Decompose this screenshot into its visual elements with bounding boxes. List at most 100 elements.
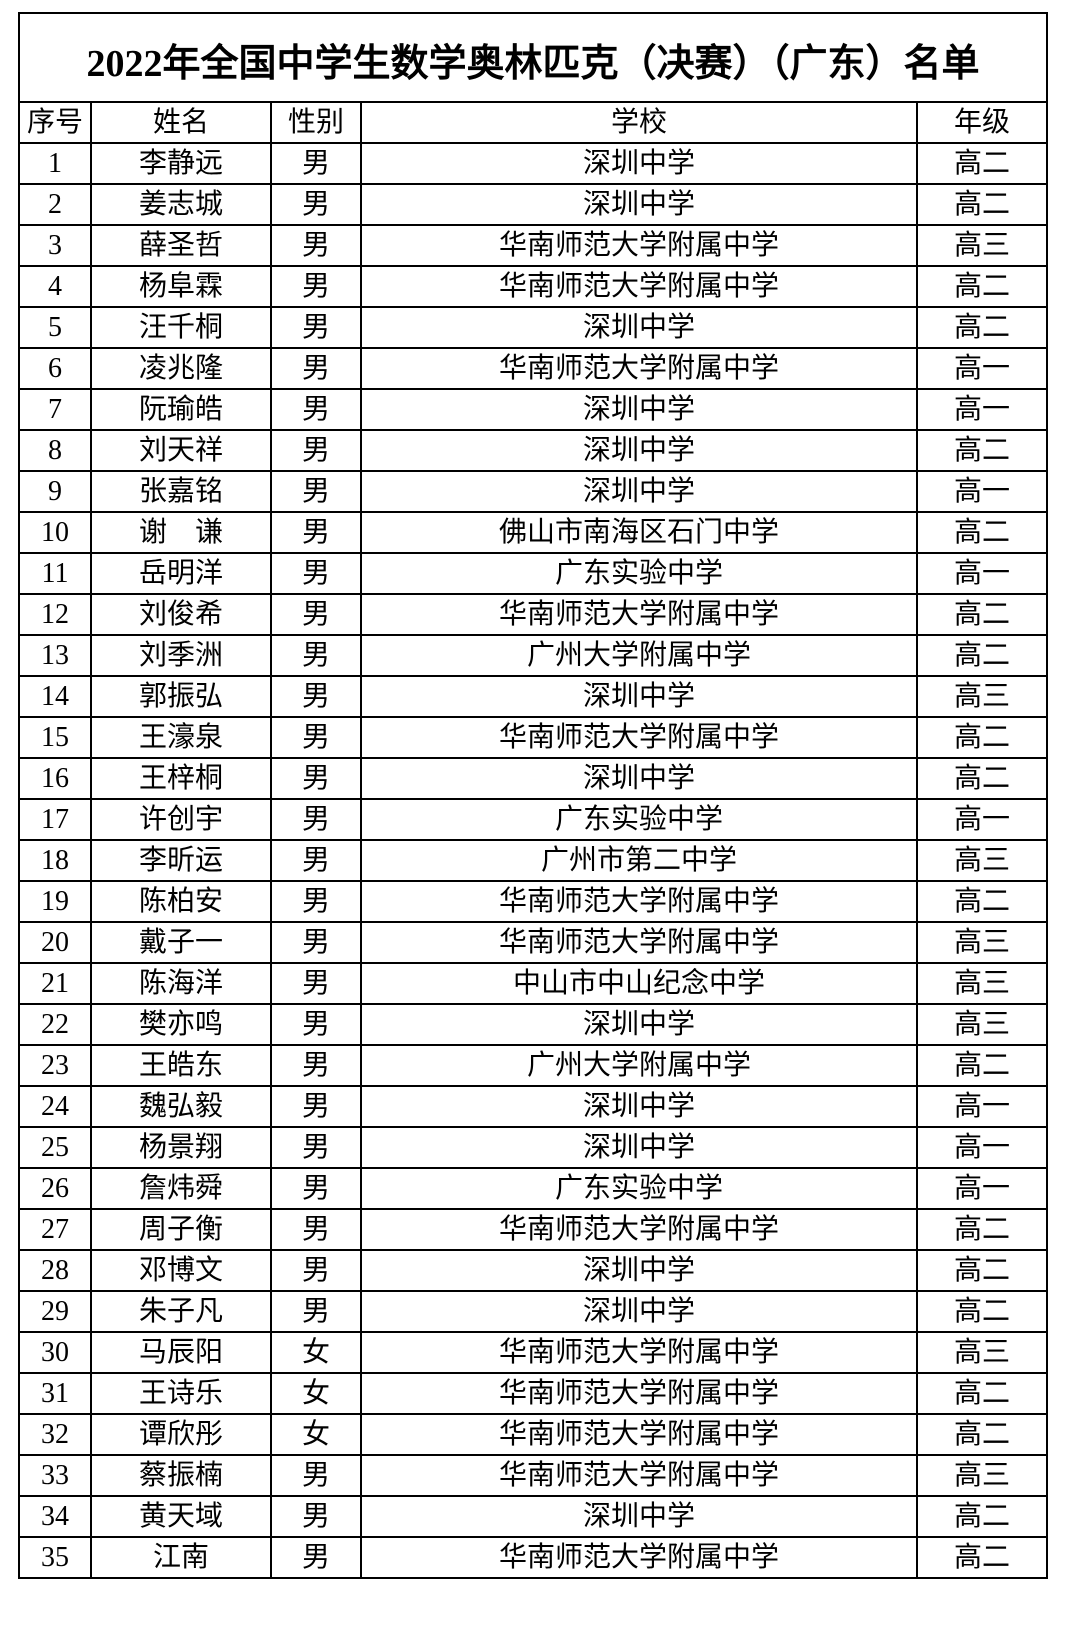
table-cell: 男: [271, 635, 361, 676]
table-cell: 刘季洲: [91, 635, 271, 676]
table-cell: 9: [19, 471, 91, 512]
table-row: 32谭欣彤女华南师范大学附属中学高二: [19, 1414, 1047, 1455]
table-row: 11岳明洋男广东实验中学高一: [19, 553, 1047, 594]
col-header-grade: 年级: [917, 102, 1047, 143]
table-row: 15王濠泉男华南师范大学附属中学高二: [19, 717, 1047, 758]
table-cell: 男: [271, 1004, 361, 1045]
table-cell: 高二: [917, 266, 1047, 307]
table-row: 20戴子一男华南师范大学附属中学高三: [19, 922, 1047, 963]
table-cell: 5: [19, 307, 91, 348]
table-cell: 华南师范大学附属中学: [361, 881, 917, 922]
table-cell: 深圳中学: [361, 1127, 917, 1168]
table-cell: 深圳中学: [361, 758, 917, 799]
table-row: 3薛圣哲男华南师范大学附属中学高三: [19, 225, 1047, 266]
table-cell: 谢 谦: [91, 512, 271, 553]
table-cell: 高三: [917, 1332, 1047, 1373]
table-cell: 男: [271, 1168, 361, 1209]
table-cell: 高二: [917, 1209, 1047, 1250]
table-cell: 王梓桐: [91, 758, 271, 799]
table-cell: 2: [19, 184, 91, 225]
table-cell: 男: [271, 143, 361, 184]
table-row: 34黄天域男深圳中学高二: [19, 1496, 1047, 1537]
table-cell: 佛山市南海区石门中学: [361, 512, 917, 553]
table-row: 14郭振弘男深圳中学高三: [19, 676, 1047, 717]
col-header-name: 姓名: [91, 102, 271, 143]
table-row: 21陈海洋男中山市中山纪念中学高三: [19, 963, 1047, 1004]
table-cell: 男: [271, 1250, 361, 1291]
table-cell: 张嘉铭: [91, 471, 271, 512]
table-cell: 高三: [917, 225, 1047, 266]
page-title: 2022年全国中学生数学奥林匹克（决赛）（广东）名单: [18, 12, 1048, 101]
table-cell: 29: [19, 1291, 91, 1332]
table-cell: 李昕运: [91, 840, 271, 881]
table-cell: 高一: [917, 1168, 1047, 1209]
table-cell: 樊亦鸣: [91, 1004, 271, 1045]
table-cell: 16: [19, 758, 91, 799]
table-row: 7阮瑜皓男深圳中学高一: [19, 389, 1047, 430]
table-cell: 马辰阳: [91, 1332, 271, 1373]
table-cell: 华南师范大学附属中学: [361, 1537, 917, 1578]
table-cell: 高二: [917, 717, 1047, 758]
table-row: 2姜志城男深圳中学高二: [19, 184, 1047, 225]
table-cell: 刘俊希: [91, 594, 271, 635]
table-row: 16王梓桐男深圳中学高二: [19, 758, 1047, 799]
table-cell: 华南师范大学附属中学: [361, 1455, 917, 1496]
table-cell: 男: [271, 1045, 361, 1086]
table-cell: 高二: [917, 1496, 1047, 1537]
table-cell: 男: [271, 1455, 361, 1496]
table-cell: 魏弘毅: [91, 1086, 271, 1127]
table-cell: 深圳中学: [361, 1496, 917, 1537]
table-row: 18李昕运男广州市第二中学高三: [19, 840, 1047, 881]
table-cell: 24: [19, 1086, 91, 1127]
table-cell: 广州大学附属中学: [361, 1045, 917, 1086]
table-cell: 谭欣彤: [91, 1414, 271, 1455]
table-cell: 深圳中学: [361, 389, 917, 430]
table-cell: 高一: [917, 553, 1047, 594]
table-cell: 33: [19, 1455, 91, 1496]
table-cell: 女: [271, 1373, 361, 1414]
table-cell: 高二: [917, 594, 1047, 635]
table-cell: 华南师范大学附属中学: [361, 266, 917, 307]
table-cell: 杨阜霖: [91, 266, 271, 307]
table-cell: 詹炜舜: [91, 1168, 271, 1209]
table-cell: 蔡振楠: [91, 1455, 271, 1496]
table-cell: 高一: [917, 1086, 1047, 1127]
table-cell: 高三: [917, 1455, 1047, 1496]
table-cell: 广东实验中学: [361, 553, 917, 594]
col-header-school: 学校: [361, 102, 917, 143]
table-cell: 男: [271, 1209, 361, 1250]
table-cell: 10: [19, 512, 91, 553]
table-cell: 男: [271, 1537, 361, 1578]
results-table: 序号 姓名 性别 学校 年级 1李静远男深圳中学高二2姜志城男深圳中学高二3薛圣…: [18, 101, 1048, 1579]
table-cell: 6: [19, 348, 91, 389]
table-cell: 男: [271, 512, 361, 553]
table-cell: 4: [19, 266, 91, 307]
table-cell: 高三: [917, 1004, 1047, 1045]
table-cell: 男: [271, 266, 361, 307]
table-cell: 华南师范大学附属中学: [361, 1209, 917, 1250]
table-cell: 戴子一: [91, 922, 271, 963]
table-cell: 刘天祥: [91, 430, 271, 471]
table-cell: 深圳中学: [361, 471, 917, 512]
table-cell: 男: [271, 348, 361, 389]
table-cell: 高二: [917, 1414, 1047, 1455]
table-row: 24魏弘毅男深圳中学高一: [19, 1086, 1047, 1127]
table-cell: 26: [19, 1168, 91, 1209]
table-cell: 男: [271, 594, 361, 635]
table-cell: 男: [271, 963, 361, 1004]
table-cell: 杨景翔: [91, 1127, 271, 1168]
table-cell: 高二: [917, 430, 1047, 471]
table-cell: 华南师范大学附属中学: [361, 922, 917, 963]
table-cell: 中山市中山纪念中学: [361, 963, 917, 1004]
table-cell: 高二: [917, 1291, 1047, 1332]
table-row: 35江南男华南师范大学附属中学高二: [19, 1537, 1047, 1578]
table-cell: 岳明洋: [91, 553, 271, 594]
table-cell: 男: [271, 922, 361, 963]
table-cell: 32: [19, 1414, 91, 1455]
table-cell: 黄天域: [91, 1496, 271, 1537]
table-cell: 14: [19, 676, 91, 717]
table-cell: 30: [19, 1332, 91, 1373]
table-cell: 高一: [917, 799, 1047, 840]
table-row: 31王诗乐女华南师范大学附属中学高二: [19, 1373, 1047, 1414]
table-cell: 男: [271, 1496, 361, 1537]
